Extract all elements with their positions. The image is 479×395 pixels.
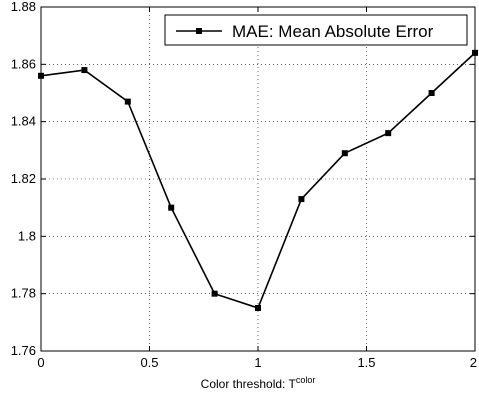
data-point-marker (385, 130, 392, 137)
data-point-marker (341, 150, 348, 157)
y-tick-label: 1.78 (11, 286, 36, 301)
legend-label: MAE: Mean Absolute Error (232, 22, 434, 41)
y-tick-label: 1.82 (11, 171, 36, 186)
x-axis-label: Color threshold: Tcolor (201, 375, 316, 391)
x-axis-label-superscript: color (296, 375, 316, 385)
y-tick-label: 1.8 (18, 228, 36, 243)
data-point-marker (255, 305, 261, 311)
data-point-marker (168, 204, 175, 211)
data-point-marker (472, 49, 478, 56)
x-tick-label: 1.5 (357, 355, 375, 370)
legend-box (164, 14, 468, 46)
data-point-marker (298, 196, 305, 203)
legend-marker-sample (196, 28, 202, 34)
y-axis-ticks: 1.76 1.78 1.8 1.82 1.84 1.86 1.88 (11, 0, 475, 358)
x-axis-ticks: 0 0.5 1 1.5 2 (37, 7, 477, 370)
data-point-marker (38, 72, 44, 79)
x-tick-label: 0 (37, 355, 44, 370)
data-point-marker (81, 67, 88, 74)
y-tick-label: 1.84 (11, 114, 36, 129)
y-tick-label: 1.76 (11, 343, 36, 358)
grid-lines (41, 7, 475, 351)
series-layer (38, 49, 478, 311)
x-tick-label: 2 (470, 355, 477, 370)
y-tick-label: 1.88 (11, 0, 36, 14)
legend: MAE: Mean Absolute Error (164, 14, 468, 46)
y-tick-label: 1.86 (11, 56, 36, 71)
data-point-marker (211, 290, 218, 297)
data-point-marker (124, 98, 131, 105)
x-tick-label: 1 (254, 355, 261, 370)
data-point-marker (428, 90, 435, 96)
x-tick-label: 0.5 (140, 355, 158, 370)
